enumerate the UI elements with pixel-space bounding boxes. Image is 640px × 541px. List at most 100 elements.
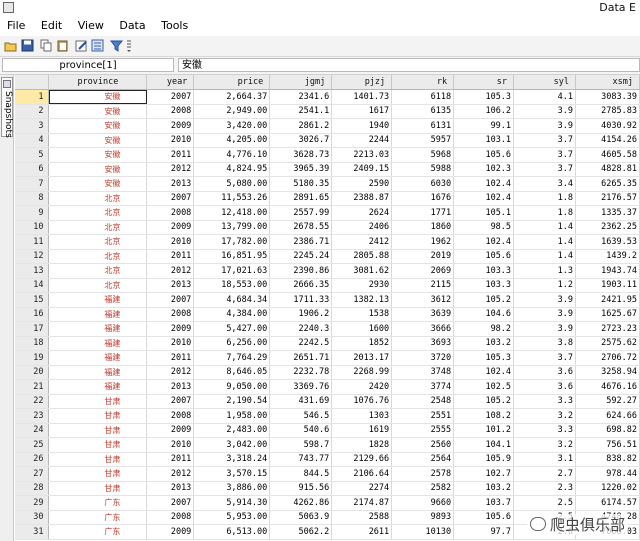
browse-icon[interactable] bbox=[91, 39, 104, 52]
cell-rk[interactable]: 1962 bbox=[391, 234, 455, 250]
cell-year[interactable]: 2013 bbox=[146, 379, 195, 395]
cell-jgmj[interactable]: 2861.2 bbox=[269, 118, 333, 134]
cell-jgmj[interactable]: 431.69 bbox=[269, 394, 333, 409]
cell-sr[interactable]: 102.7 bbox=[453, 466, 515, 482]
cell-rk[interactable]: 3639 bbox=[391, 307, 455, 322]
column-header-price[interactable]: price bbox=[193, 75, 271, 90]
cell-province[interactable]: 甘肃 bbox=[48, 394, 148, 409]
cell-price[interactable]: 5,914.30 bbox=[193, 495, 271, 511]
cell-xsmj[interactable]: 978.44 bbox=[575, 466, 640, 482]
cell-rk[interactable]: 9660 bbox=[391, 495, 455, 511]
cell-pjzj[interactable]: 2590 bbox=[331, 176, 393, 192]
cell-syl[interactable]: 3.7 bbox=[513, 147, 576, 163]
cell-sr[interactable]: 103.3 bbox=[453, 263, 515, 279]
cell-syl[interactable]: 3.2 bbox=[513, 408, 576, 424]
cell-sr[interactable]: 98.5 bbox=[453, 220, 515, 235]
cell-year[interactable]: 2013 bbox=[146, 278, 195, 293]
cell-rk[interactable]: 6118 bbox=[391, 89, 455, 105]
cell-pjzj[interactable]: 2406 bbox=[331, 220, 393, 235]
cell-rk[interactable]: 9893 bbox=[391, 510, 455, 525]
cell-province[interactable]: 福建 bbox=[48, 307, 148, 322]
cell-province[interactable]: 北京 bbox=[48, 220, 148, 235]
cell-rk[interactable]: 2578 bbox=[391, 466, 455, 482]
cell-xsmj[interactable]: 4605.58 bbox=[575, 147, 640, 163]
cell-rk[interactable]: 2582 bbox=[391, 481, 455, 496]
cell-province[interactable]: 安徽 bbox=[48, 118, 148, 134]
cell-price[interactable]: 17,021.63 bbox=[193, 263, 271, 279]
cell-year[interactable]: 2010 bbox=[146, 336, 195, 351]
cell-pjzj[interactable]: 1828 bbox=[331, 437, 393, 453]
cell-jgmj[interactable]: 5063.9 bbox=[269, 510, 333, 525]
cell-jgmj[interactable]: 546.5 bbox=[269, 408, 333, 424]
cell-syl[interactable]: 1.4 bbox=[513, 249, 576, 264]
cell-sr[interactable]: 108.2 bbox=[453, 408, 515, 424]
cell-province[interactable]: 福建 bbox=[48, 350, 148, 366]
cell-sr[interactable]: 98.2 bbox=[453, 321, 515, 337]
cell-jgmj[interactable]: 2245.24 bbox=[269, 249, 333, 264]
cell-jgmj[interactable]: 915.56 bbox=[269, 481, 333, 496]
cell-jgmj[interactable]: 598.7 bbox=[269, 437, 333, 453]
cell-pjzj[interactable]: 2388.87 bbox=[331, 191, 393, 206]
cell-province[interactable]: 甘肃 bbox=[48, 452, 148, 467]
cell-price[interactable]: 3,570.15 bbox=[193, 466, 271, 482]
cell-jgmj[interactable]: 2666.35 bbox=[269, 278, 333, 293]
cell-xsmj[interactable]: 2575.62 bbox=[575, 336, 640, 351]
cell-pjzj[interactable]: 2129.66 bbox=[331, 452, 393, 467]
cell-jgmj[interactable]: 2240.3 bbox=[269, 321, 333, 337]
cell-pjzj[interactable]: 2420 bbox=[331, 379, 393, 395]
cell-rk[interactable]: 3693 bbox=[391, 336, 455, 351]
menu-edit[interactable]: Edit bbox=[40, 19, 63, 32]
cell-syl[interactable]: 1.3 bbox=[513, 263, 576, 279]
cell-pjzj[interactable]: 1600 bbox=[331, 321, 393, 337]
cell-pjzj[interactable]: 2930 bbox=[331, 278, 393, 293]
cell-syl[interactable]: 1.4 bbox=[513, 220, 576, 235]
cell-rk[interactable]: 5988 bbox=[391, 162, 455, 177]
cell-jgmj[interactable]: 2651.71 bbox=[269, 350, 333, 366]
cell-year[interactable]: 2011 bbox=[146, 452, 195, 467]
cell-jgmj[interactable]: 2678.55 bbox=[269, 220, 333, 235]
cell-xsmj[interactable]: 1639.53 bbox=[575, 234, 640, 250]
cell-syl[interactable]: 3.4 bbox=[513, 176, 576, 192]
cell-province[interactable]: 福建 bbox=[48, 365, 148, 380]
cell-jgmj[interactable]: 3628.73 bbox=[269, 147, 333, 163]
cell-syl[interactable]: 3.1 bbox=[513, 452, 576, 467]
cell-syl[interactable]: 1.8 bbox=[513, 205, 576, 221]
cell-sr[interactable]: 105.3 bbox=[453, 89, 515, 105]
column-header-province[interactable]: province bbox=[48, 75, 148, 90]
cell-year[interactable]: 2012 bbox=[146, 466, 195, 482]
cell-xsmj[interactable]: 4030.92 bbox=[575, 118, 640, 134]
cell-xsmj[interactable]: 838.82 bbox=[575, 452, 640, 467]
cell-price[interactable]: 8,646.05 bbox=[193, 365, 271, 380]
column-header-rk[interactable]: rk bbox=[391, 75, 455, 90]
cell-pjzj[interactable]: 1303 bbox=[331, 408, 393, 424]
cell-sr[interactable]: 102.4 bbox=[453, 365, 515, 380]
cell-price[interactable]: 2,190.54 bbox=[193, 394, 271, 409]
cell-jgmj[interactable]: 743.77 bbox=[269, 452, 333, 467]
cell-syl[interactable]: 3.9 bbox=[513, 292, 576, 308]
cell-xsmj[interactable]: 3083.39 bbox=[575, 89, 640, 105]
cell-province[interactable]: 安徽 bbox=[48, 133, 148, 148]
cell-jgmj[interactable]: 2242.5 bbox=[269, 336, 333, 351]
cell-province[interactable]: 北京 bbox=[48, 278, 148, 293]
cell-year[interactable]: 2012 bbox=[146, 263, 195, 279]
cell-syl[interactable]: 3.9 bbox=[513, 307, 576, 322]
edit-icon[interactable] bbox=[75, 39, 88, 52]
cell-year[interactable]: 2007 bbox=[146, 89, 195, 105]
cell-year[interactable]: 2012 bbox=[146, 162, 195, 177]
cell-rk[interactable]: 3612 bbox=[391, 292, 455, 308]
cell-price[interactable]: 5,427.00 bbox=[193, 321, 271, 337]
cell-jgmj[interactable]: 5180.35 bbox=[269, 176, 333, 192]
cell-xsmj[interactable]: 4154.26 bbox=[575, 133, 640, 148]
cell-province[interactable]: 甘肃 bbox=[48, 437, 148, 453]
cell-province[interactable]: 广东 bbox=[48, 524, 148, 540]
cell-year[interactable]: 2008 bbox=[146, 408, 195, 424]
cell-syl[interactable]: 3.7 bbox=[513, 350, 576, 366]
cell-xsmj[interactable]: 624.66 bbox=[575, 408, 640, 424]
cell-year[interactable]: 2007 bbox=[146, 394, 195, 409]
cell-price[interactable]: 12,418.00 bbox=[193, 205, 271, 221]
cell-syl[interactable]: 3.6 bbox=[513, 379, 576, 395]
cell-xsmj[interactable]: 756.51 bbox=[575, 437, 640, 453]
variables-icon[interactable] bbox=[125, 39, 138, 52]
cell-rk[interactable]: 6135 bbox=[391, 104, 455, 119]
cell-sr[interactable]: 105.2 bbox=[453, 292, 515, 308]
